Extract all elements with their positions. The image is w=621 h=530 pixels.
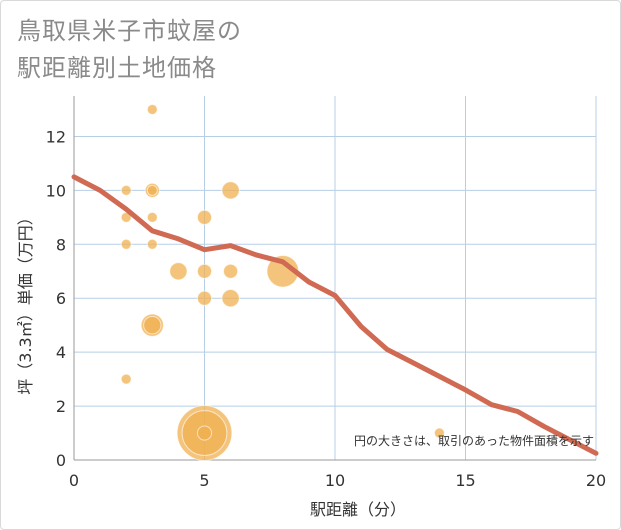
bubble-point — [146, 184, 158, 196]
y-tick-label: 12 — [46, 127, 66, 146]
y-tick-label: 8 — [56, 235, 66, 254]
bubble-point — [120, 373, 132, 385]
size-note: 円の大きさは、取引のあった物件面積を示す — [354, 433, 594, 448]
y-tick-label: 2 — [56, 397, 66, 416]
bubble-point — [143, 316, 162, 335]
bubble-point — [146, 238, 158, 250]
bubble-point — [433, 427, 445, 439]
grid — [74, 96, 597, 460]
bubble-point — [169, 262, 188, 281]
bubble-point — [223, 263, 239, 279]
y-tick-label: 4 — [56, 343, 66, 362]
bubble-point — [221, 289, 240, 308]
bubble-point — [146, 211, 158, 223]
bubble-point — [120, 238, 132, 250]
y-tick-label: 10 — [46, 181, 66, 200]
x-tick-label: 20 — [586, 471, 606, 490]
bubble-point — [196, 209, 213, 225]
bubble-point — [146, 103, 158, 115]
chart-title: 鳥取県米子市蚊屋の 駅距離別土地価格 — [17, 17, 242, 82]
bubble-point — [196, 290, 213, 306]
bubble-point — [196, 263, 213, 279]
y-axis-label: 坪（3.3㎡）単価（万円） — [16, 209, 35, 394]
tick-labels: 0 5 10 15 20 0 2 4 6 8 10 12 — [46, 127, 607, 490]
bubbles — [120, 103, 445, 461]
bubble-point — [221, 181, 240, 200]
trend — [71, 174, 599, 456]
bubble-point — [120, 184, 132, 196]
x-axis-label: 駅距離（分） — [310, 500, 406, 519]
y-tick-label: 6 — [56, 289, 66, 308]
y-tick-label: 0 — [56, 451, 66, 470]
x-tick-label: 5 — [199, 471, 209, 490]
axes — [73, 96, 596, 461]
x-tick-label: 10 — [325, 471, 345, 490]
x-tick-label: 0 — [69, 471, 79, 490]
trend-line — [71, 174, 599, 456]
bubble-point — [196, 425, 213, 441]
x-tick-label: 15 — [455, 471, 475, 490]
